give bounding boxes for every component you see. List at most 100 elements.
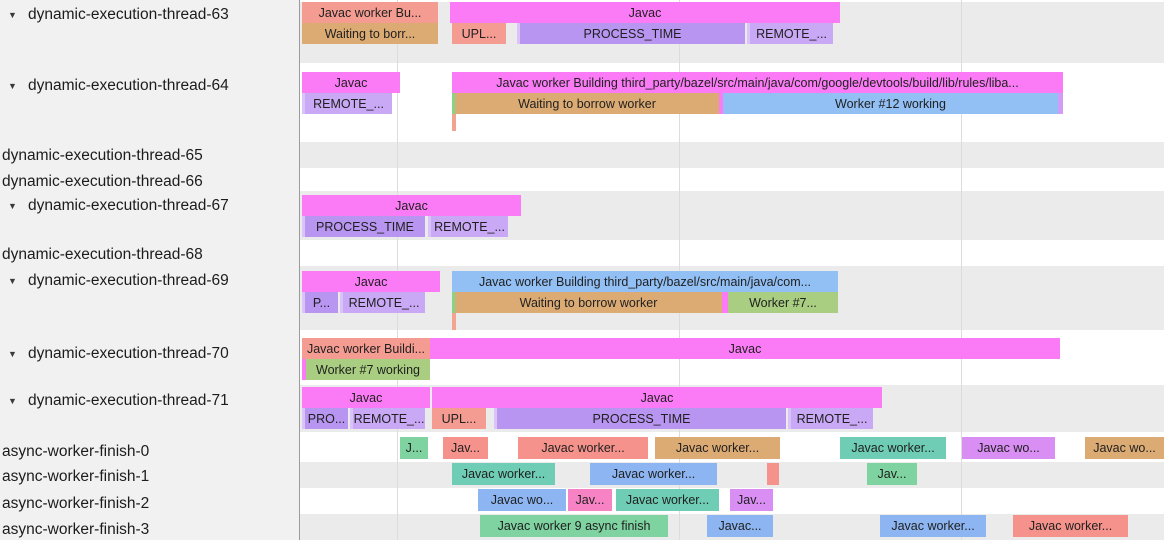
- trace-slice[interactable]: PROCESS_TIME: [302, 216, 425, 237]
- trace-slice[interactable]: Javac worker Buildi...: [302, 338, 430, 359]
- collapse-arrow-icon[interactable]: ▼: [8, 396, 17, 406]
- track-label-dynamic-execution-thread-68[interactable]: dynamic-execution-thread-68: [0, 245, 203, 265]
- trace-slice-label: P...: [312, 295, 331, 310]
- trace-slice[interactable]: REMOTE_...: [788, 408, 873, 429]
- track-label-async-worker-finish-3[interactable]: async-worker-finish-3: [0, 520, 149, 540]
- track-label-dynamic-execution-thread-63[interactable]: ▼ dynamic-execution-thread-63: [0, 5, 229, 25]
- trace-slice[interactable]: Javac wo...: [478, 489, 566, 511]
- trace-slice[interactable]: Javac worker Building third_party/bazel/…: [452, 271, 838, 292]
- trace-slice[interactable]: Javac...: [707, 515, 773, 537]
- trace-slice-label: Waiting to borrow worker: [518, 96, 656, 111]
- collapse-arrow-icon[interactable]: ▼: [8, 10, 17, 20]
- trace-slice[interactable]: Worker #12 working: [723, 93, 1058, 114]
- trace-slice[interactable]: REMOTE_...: [428, 216, 508, 237]
- trace-slice-label: Jav...: [877, 467, 907, 481]
- trace-slice-label: Javac worker Building third_party/bazel/…: [496, 75, 1019, 90]
- trace-slice-sliver[interactable]: [452, 93, 456, 114]
- trace-slice[interactable]: REMOTE_...: [350, 408, 425, 429]
- track-label-async-worker-finish-0[interactable]: async-worker-finish-0: [0, 442, 149, 462]
- trace-slice[interactable]: Javac: [302, 387, 430, 408]
- trace-slice[interactable]: Javac worker 9 async finish: [480, 515, 668, 537]
- trace-slice-label: Javac worker Buildi...: [306, 341, 426, 356]
- trace-slice[interactable]: Waiting to borr...: [302, 23, 438, 44]
- collapse-arrow-icon[interactable]: ▼: [8, 276, 17, 286]
- trace-slice[interactable]: Javac worker...: [616, 489, 719, 511]
- trace-slice[interactable]: J...: [400, 437, 428, 459]
- collapse-arrow-icon[interactable]: ▼: [8, 349, 17, 359]
- trace-slice[interactable]: Javac: [302, 195, 521, 216]
- trace-slice[interactable]: REMOTE_...: [340, 292, 425, 313]
- time-gridline: [961, 0, 962, 540]
- track-label-dynamic-execution-thread-69[interactable]: ▼ dynamic-execution-thread-69: [0, 271, 229, 291]
- trace-slice[interactable]: Javac worker Building third_party/bazel/…: [452, 72, 1063, 93]
- trace-slice-label: REMOTE_...: [348, 295, 420, 310]
- trace-slice[interactable]: Javac worker...: [1013, 515, 1128, 537]
- trace-slice-label: Javac worker Bu...: [318, 5, 422, 20]
- trace-slice-label: Javac worker...: [461, 467, 546, 481]
- trace-slice-sliver[interactable]: [722, 292, 728, 313]
- trace-slice[interactable]: Worker #7 working: [306, 359, 430, 380]
- track-label-dynamic-execution-thread-66[interactable]: dynamic-execution-thread-66: [0, 172, 203, 192]
- trace-slice[interactable]: Javac wo...: [962, 437, 1055, 459]
- trace-slice[interactable]: PRO...: [302, 408, 348, 429]
- track-label-dynamic-execution-thread-71[interactable]: ▼ dynamic-execution-thread-71: [0, 391, 229, 411]
- trace-slice[interactable]: Jav...: [730, 489, 773, 511]
- track-label-async-worker-finish-1[interactable]: async-worker-finish-1: [0, 467, 149, 487]
- trace-slice[interactable]: Javac worker Bu...: [302, 2, 438, 23]
- trace-slice-label: Worker #7 working: [316, 362, 420, 377]
- trace-slice-sliver[interactable]: [452, 114, 456, 131]
- trace-slice-label: Javac worker Building third_party/bazel/…: [478, 274, 812, 289]
- trace-slice[interactable]: UPL...: [432, 408, 486, 429]
- time-gridline: [397, 0, 398, 540]
- trace-slice-label: PRO...: [307, 411, 346, 426]
- trace-slice[interactable]: PROCESS_TIME: [494, 408, 786, 429]
- trace-slice-sliver[interactable]: [719, 93, 723, 114]
- trace-slice[interactable]: Javac: [430, 338, 1060, 359]
- trace-slice[interactable]: Javac worker...: [655, 437, 780, 459]
- trace-slice-sliver[interactable]: [302, 359, 306, 380]
- track-label-dynamic-execution-thread-67[interactable]: ▼ dynamic-execution-thread-67: [0, 196, 229, 216]
- collapse-arrow-icon[interactable]: ▼: [8, 81, 17, 91]
- trace-slice-sliver[interactable]: [452, 292, 456, 313]
- trace-slice-label: Javac: [395, 198, 428, 213]
- trace-slice[interactable]: Javac: [302, 72, 400, 93]
- trace-slice-label: REMOTE_...: [796, 411, 868, 426]
- trace-slice-label: UPL...: [461, 26, 497, 41]
- trace-slice[interactable]: UPL...: [452, 23, 506, 44]
- trace-slice[interactable]: Javac: [302, 271, 440, 292]
- trace-slice[interactable]: Javac worker...: [840, 437, 946, 459]
- trace-slice-label: Javac: [334, 75, 368, 90]
- trace-slice[interactable]: Javac worker...: [452, 463, 555, 485]
- trace-slice[interactable]: P...: [302, 292, 338, 313]
- trace-slice-sliver[interactable]: [1058, 93, 1063, 114]
- track-label-dynamic-execution-thread-65[interactable]: dynamic-execution-thread-65: [0, 146, 203, 166]
- trace-slice[interactable]: Worker #7...: [728, 292, 838, 313]
- trace-slice[interactable]: Javac: [432, 387, 882, 408]
- trace-slice-sliver[interactable]: [767, 463, 779, 485]
- trace-slice[interactable]: Jav...: [568, 489, 612, 511]
- trace-slice[interactable]: Javac wo...: [1085, 437, 1164, 459]
- trace-slice[interactable]: REMOTE_...: [302, 93, 392, 114]
- track-label-async-worker-finish-2[interactable]: async-worker-finish-2: [0, 494, 149, 514]
- trace-slice-sliver[interactable]: [452, 313, 456, 330]
- track-label-dynamic-execution-thread-70[interactable]: ▼ dynamic-execution-thread-70: [0, 344, 229, 364]
- trace-slice-label: Javac wo...: [490, 493, 554, 507]
- trace-slice-label: Javac: [728, 341, 762, 356]
- trace-slice[interactable]: Javac worker...: [590, 463, 717, 485]
- track-label-dynamic-execution-thread-64[interactable]: ▼ dynamic-execution-thread-64: [0, 76, 229, 96]
- trace-slice[interactable]: Jav...: [867, 463, 917, 485]
- collapse-arrow-icon[interactable]: ▼: [8, 201, 17, 211]
- trace-slice[interactable]: REMOTE_...: [747, 23, 833, 44]
- track-label-sidebar: ▼ dynamic-execution-thread-63 ▼ dynamic-exe…: [0, 0, 300, 540]
- trace-slice[interactable]: Jav...: [443, 437, 488, 459]
- trace-slice-label: Javac: [628, 5, 662, 20]
- trace-slice-label: Javac...: [718, 519, 762, 533]
- trace-slice[interactable]: PROCESS_TIME: [517, 23, 745, 44]
- trace-slice[interactable]: Javac: [450, 2, 840, 23]
- trace-slice[interactable]: Javac worker...: [518, 437, 648, 459]
- trace-slice[interactable]: Javac worker...: [880, 515, 986, 537]
- track-label-text: dynamic-execution-thread-67: [28, 197, 229, 214]
- trace-slice[interactable]: Waiting to borrow worker: [455, 93, 719, 114]
- trace-slice[interactable]: Waiting to borrow worker: [455, 292, 722, 313]
